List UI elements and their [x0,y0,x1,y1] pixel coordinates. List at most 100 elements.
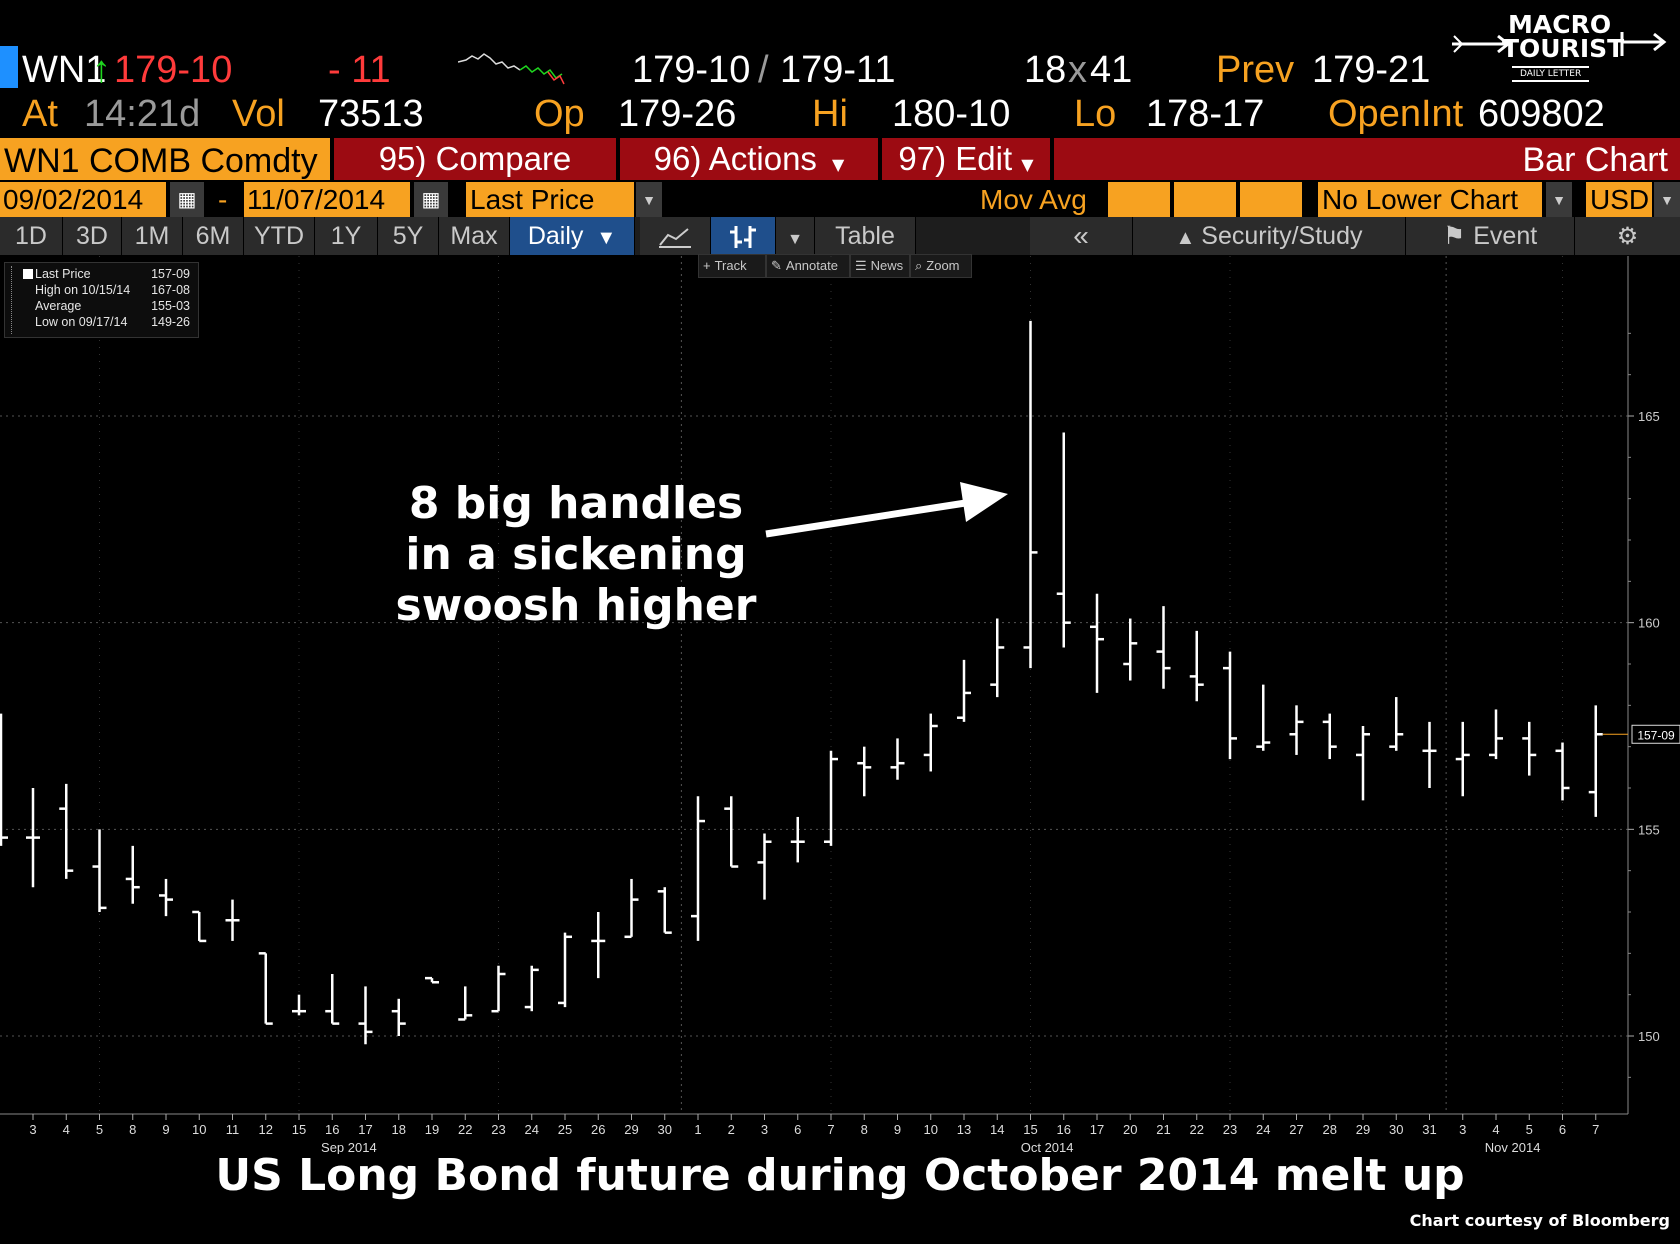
date-dash: - [218,184,228,215]
compare-button[interactable]: 95) Compare [334,138,616,180]
tab-ytd[interactable]: YTD [244,217,315,255]
bar-chart-icon[interactable] [711,217,776,255]
chevron-down-icon: ▼ [832,155,845,174]
crosshair-icon: + [703,258,711,273]
bid-ask-separator: / [758,49,769,91]
currency-label: USD [1590,184,1650,215]
tab-1y[interactable]: 1Y [315,217,378,255]
arrow-icon [1452,34,1510,54]
legend-value: 155-03 [151,299,190,313]
x-tick-label: 16 [1057,1122,1071,1137]
line-chart-icon[interactable] [640,217,711,255]
x-tick-label: 26 [591,1122,605,1137]
tab-1m[interactable]: 1M [122,217,183,255]
at-label: At [22,93,58,135]
logo-line3: DAILY LETTER [1512,66,1590,82]
ask-price: 179-11 [780,49,896,91]
security-study-button[interactable]: ▲ Security/Study [1133,217,1406,255]
x-tick-label: 5 [96,1122,103,1137]
security-field-label: WN1 COMB Comdty [4,142,318,180]
period-dropdown[interactable]: Daily ▼ [510,217,635,255]
x-tick-label: 22 [458,1122,472,1137]
zoom-tool[interactable]: ⌕ Zoom [910,254,972,278]
actions-button[interactable]: 96) Actions ▼ [620,138,878,180]
mov-avg-field-1[interactable] [1108,182,1170,218]
event-button[interactable]: ⚑ Event [1406,217,1575,255]
hi-value: 180-10 [892,93,1011,135]
x-tick-label: 14 [990,1122,1004,1137]
tab-max[interactable]: Max [439,217,510,255]
table-label: Table [835,222,895,250]
tab-label: 1M [134,222,170,250]
edit-button-label: 97) Edit [898,140,1013,177]
x-tick-label: 31 [1422,1122,1436,1137]
chart-style-dropdown[interactable]: ▼ [776,217,815,255]
track-tool[interactable]: + Track [698,254,766,278]
period-label: Daily [527,222,584,250]
x-tick-label: 7 [1592,1122,1599,1137]
news-icon: ☰ [855,258,867,273]
openint-label: OpenInt [1328,93,1464,135]
chart-credit: Chart courtesy of Bloomberg [1409,1211,1670,1230]
mov-avg-field-2[interactable] [1174,182,1236,218]
mov-avg-field-3[interactable] [1240,182,1302,218]
chevron-down-icon[interactable]: ▼ [1654,182,1680,218]
event-label: Event [1473,222,1538,250]
currency-select[interactable]: USD [1586,182,1652,218]
x-tick-label: 9 [894,1122,901,1137]
legend-label: Low on 09/17/14 [35,315,128,329]
annotate-tool[interactable]: ✎ Annotate [766,254,850,278]
chart-caption: US Long Bond future during October 2014 … [215,1150,1465,1201]
up-arrow-icon: ↑ [92,49,111,91]
x-tick-label: 13 [957,1122,971,1137]
chevron-down-icon[interactable]: ▼ [636,182,662,218]
x-tick-label: 3 [29,1122,36,1137]
tab-5y[interactable]: 5Y [378,217,439,255]
tab-1d[interactable]: 1D [0,217,63,255]
security-field[interactable]: WN1 COMB Comdty [0,138,330,180]
news-tool[interactable]: ☰ News [850,254,910,278]
x-tick-label: 19 [425,1122,439,1137]
collapse-button[interactable]: « [1030,217,1133,255]
x-tick-label: 29 [1356,1122,1370,1137]
chart-legend: Last Price 157-09 High on 10/15/14 167-0… [4,262,199,338]
actions-button-label: 96) Actions [653,140,817,177]
calendar-icon[interactable]: ▦ [170,182,204,218]
chart-type-label: Bar Chart [1522,141,1669,179]
mov-avg-label: Mov Avg [980,184,1087,215]
vol-value: 73513 [318,93,424,135]
start-date-field[interactable]: 09/02/2014 [0,182,166,218]
x-tick-label: 30 [658,1122,672,1137]
legend-value: 149-26 [151,315,190,329]
lower-chart-select[interactable]: No Lower Chart [1318,182,1542,218]
security-study-label: Security/Study [1201,222,1363,250]
tab-3d[interactable]: 3D [63,217,122,255]
field-select[interactable]: Last Price [466,182,634,218]
annotate-label: Annotate [785,258,838,273]
table-button[interactable]: Table [815,217,916,255]
legend-label: Last Price [35,267,91,281]
zoom-label: Zoom [926,258,960,273]
tab-6m[interactable]: 6M [183,217,244,255]
openint-value: 609802 [1478,93,1605,135]
double-chevron-left-icon: « [1073,220,1089,251]
y-tick-label: 150 [1638,1029,1660,1044]
x-tick-label: 29 [624,1122,638,1137]
y-tick-label: 165 [1638,409,1660,424]
lo-label: Lo [1074,93,1117,135]
chevron-down-icon[interactable]: ▼ [1546,182,1572,218]
last-price: 179-10 [114,49,233,91]
ohlc-glyph [730,226,756,249]
prev-value: 179-21 [1312,49,1431,91]
hi-label: Hi [812,93,848,135]
x-tick-label: 10 [924,1122,938,1137]
tab-label: 1Y [330,222,362,250]
x-tick-label: 21 [1156,1122,1170,1137]
calendar-icon[interactable]: ▦ [414,182,448,218]
x-tick-label: 17 [358,1122,372,1137]
end-date-field[interactable]: 11/07/2014 [244,182,410,218]
legend-label: Average [35,299,82,313]
settings-button[interactable]: ⚙ [1575,217,1680,255]
x-tick-label: 3 [761,1122,768,1137]
edit-button[interactable]: 97) Edit ▼ [882,138,1050,180]
